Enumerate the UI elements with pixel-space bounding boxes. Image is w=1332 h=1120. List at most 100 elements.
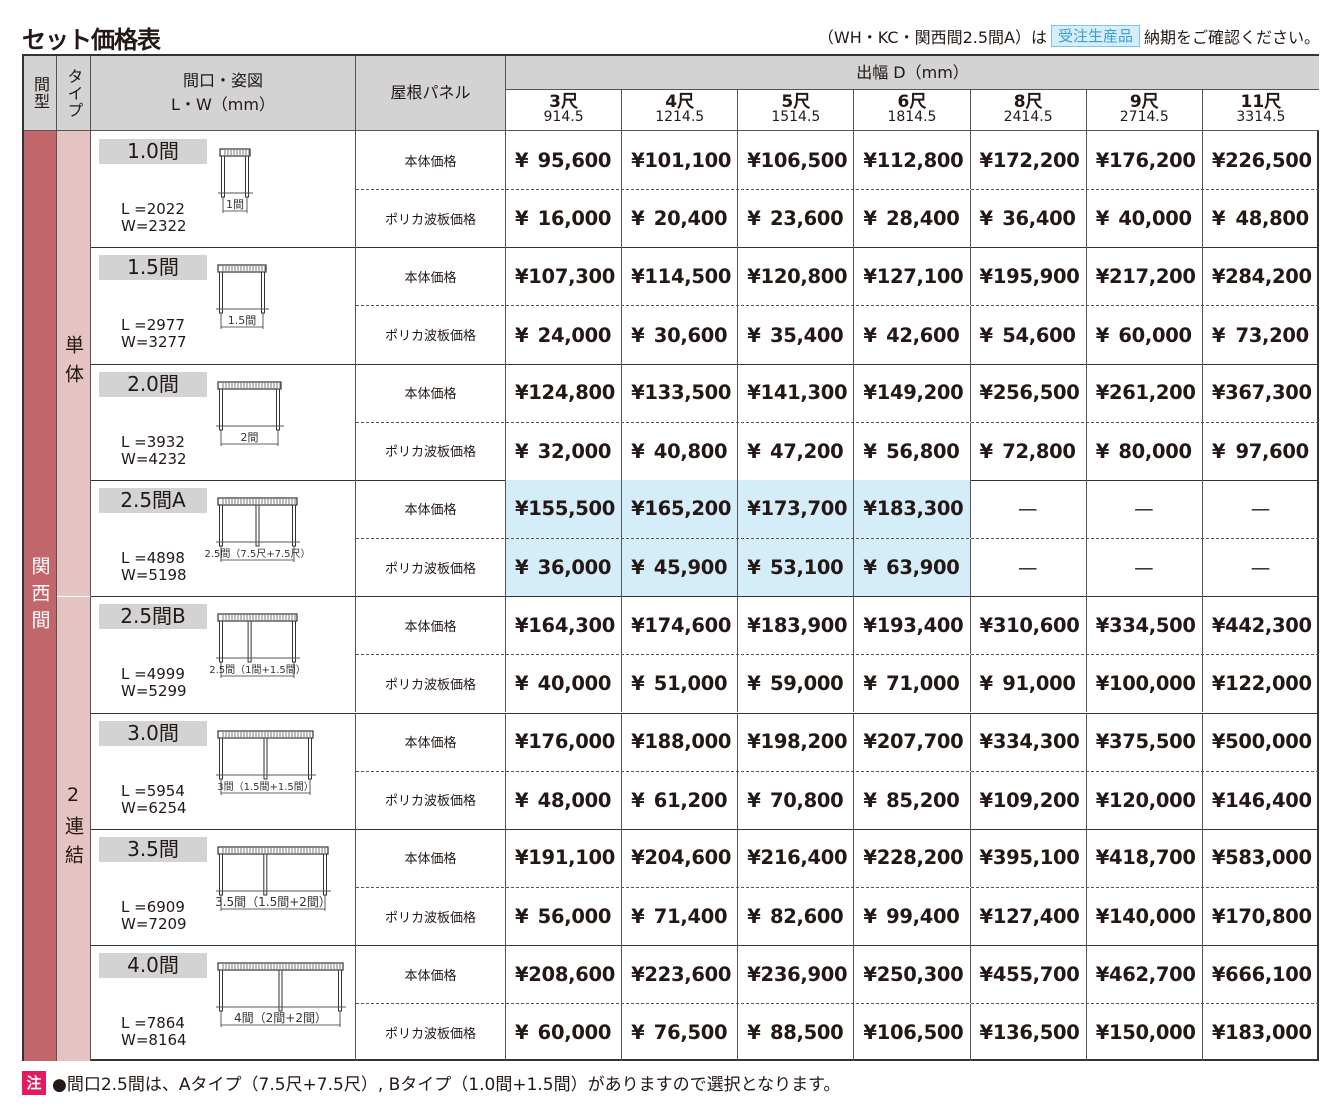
frontage-size-tag: 2.0間: [99, 371, 207, 397]
yen-sign: ¥: [863, 846, 877, 870]
price-cell: ¥204,600: [622, 828, 739, 887]
price-cell: ¥47,200: [738, 422, 855, 480]
width-value: W=5198: [121, 565, 187, 584]
yen-sign: ¥: [1211, 613, 1226, 637]
type-label: 2連結: [62, 784, 84, 875]
yen-sign: ¥: [631, 613, 645, 637]
frontage-size-tag: 1.0間: [99, 139, 207, 164]
yen-sign: ¥: [1211, 439, 1226, 463]
price-value: 63,900: [886, 556, 960, 580]
price-cell: ¥120,800: [738, 247, 855, 306]
length-value: L =4999: [121, 665, 185, 684]
frontage-cell: 2.5間A L =4898 W=5198 2.5間（7.5尺+7.5尺）: [91, 479, 356, 597]
price-value: 73,200: [1235, 323, 1310, 347]
price-cell: ¥76,500: [622, 1004, 739, 1062]
not-available-mark: —: [1018, 556, 1038, 580]
price-cell: ¥183,000: [1203, 1004, 1319, 1061]
span-label: 1.5間: [228, 314, 257, 327]
price-value: 462,700: [1108, 962, 1196, 986]
body-price-label: 本体価格: [356, 363, 506, 422]
price-value: 76,500: [653, 1021, 728, 1045]
price-value: 204,600: [644, 846, 732, 870]
price-value: 226,500: [1225, 148, 1312, 172]
price-cell: ¥334,300: [971, 712, 1087, 771]
yen-sign: ¥: [631, 556, 645, 580]
price-cell: ¥500,000: [1203, 713, 1319, 771]
price-value: 183,000: [1225, 1021, 1312, 1045]
frontage-size-tag: 4.0間: [99, 953, 207, 979]
panel-price-label: ポリカ波板価格: [356, 770, 506, 829]
price-value: 208,600: [528, 962, 615, 986]
price-value: 583,000: [1225, 846, 1312, 870]
price-cell: ¥101,100: [622, 131, 739, 190]
yen-sign: ¥: [863, 381, 877, 405]
yen-sign: ¥: [1211, 962, 1226, 986]
lw-dimensions: L =7864 W=8164: [121, 1015, 187, 1049]
price-value: 455,700: [992, 962, 1080, 986]
yen-sign: ¥: [631, 905, 645, 928]
price-cell: ¥216,400: [738, 828, 855, 887]
lw-dimensions: L =6909 W=7209: [121, 898, 187, 933]
price-cell: ¥195,900: [971, 247, 1087, 306]
header-roof-panel: 屋根パネル: [356, 56, 506, 131]
yen-sign: ¥: [515, 497, 529, 521]
price-cell: ¥82,600: [738, 887, 855, 946]
price-value: 141,300: [760, 381, 848, 405]
price-cell: ¥165,200: [622, 479, 739, 539]
price-cell: ¥442,300: [1203, 596, 1319, 654]
price-value: 97,600: [1235, 439, 1310, 463]
price-value: 195,900: [992, 264, 1080, 288]
price-cell: ¥61,200: [622, 771, 739, 829]
price-cell: ¥155,500: [506, 479, 623, 539]
frontage-size-tag: 3.5間: [99, 836, 207, 862]
price-value: 53,100: [769, 556, 844, 580]
price-value: 165,200: [644, 497, 732, 521]
lw-dimensions: L =2977 W=3277: [121, 317, 187, 351]
yen-sign: ¥: [747, 323, 761, 347]
price-cell: ¥70,800: [738, 771, 855, 829]
carport-diagram: 4間（2間+2間）: [216, 962, 346, 1028]
roof: [217, 613, 298, 622]
yen-sign: ¥: [863, 672, 877, 696]
price-value: 112,800: [876, 148, 964, 172]
price-cell: ¥48,800: [1203, 190, 1319, 247]
roof: [217, 962, 344, 971]
yen-sign: ¥: [747, 264, 761, 288]
yen-sign: ¥: [747, 962, 761, 986]
price-cell: ¥146,400: [1203, 772, 1319, 829]
price-value: 140,000: [1108, 905, 1196, 928]
post: [255, 504, 260, 547]
yen-sign: ¥: [631, 439, 645, 463]
depth-shaku: 8尺: [1013, 92, 1043, 112]
price-value: 666,100: [1225, 962, 1312, 986]
price-value: 122,000: [1225, 672, 1312, 696]
price-value: 47,200: [769, 439, 844, 463]
depth-col-header: 11尺 3314.5: [1202, 90, 1319, 131]
price-value: 71,400: [653, 905, 728, 928]
depth-shaku: 6尺: [897, 92, 927, 112]
price-cell: ¥36,000: [506, 539, 623, 597]
price-value: 176,200: [1108, 148, 1196, 172]
price-cell: ¥88,500: [738, 1004, 855, 1062]
price-cell: ¥112,800: [854, 131, 971, 190]
price-cell: ¥35,400: [738, 306, 855, 364]
price-cell: ¥32,000: [506, 422, 623, 480]
depth-col-header: 5尺 1514.5: [738, 90, 855, 131]
price-table: 間型 タイプ 間口・姿図 L・W（mm） 屋根パネル 出幅 D（mm） 3尺 91…: [22, 54, 1319, 1062]
width-value: W=5299: [121, 682, 187, 701]
price-cell: ¥666,100: [1203, 945, 1319, 1003]
price-value: 80,000: [1118, 439, 1192, 463]
yen-sign: ¥: [979, 1021, 994, 1045]
price-cell: ¥455,700: [971, 945, 1087, 1004]
yen-sign: ¥: [1211, 846, 1226, 870]
depth-mm: 2414.5: [1003, 109, 1053, 125]
yen-sign: ¥: [747, 846, 761, 870]
width-value: W=3277: [121, 333, 187, 352]
note-tag: 注: [22, 1070, 46, 1095]
yen-sign: ¥: [863, 730, 877, 754]
yen-sign: ¥: [863, 439, 877, 463]
depth-col-header: 6尺 1814.5: [854, 90, 971, 131]
frontage-cell: 3.5間 L =6909 W=7209 3.5間（1.5間+2間）: [91, 828, 356, 946]
price-value: 42,600: [886, 323, 960, 347]
yen-sign: ¥: [863, 613, 877, 637]
